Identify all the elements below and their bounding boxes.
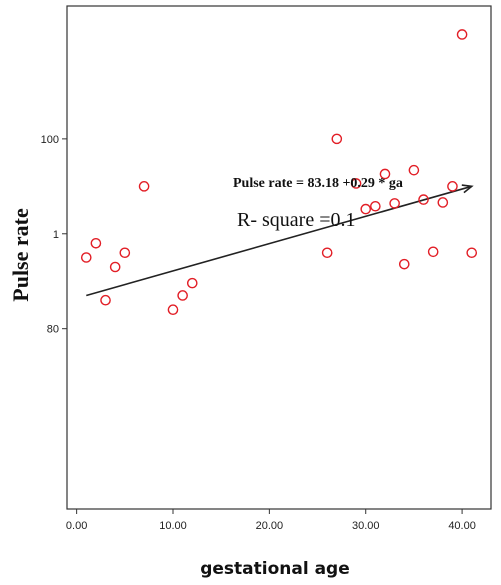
y-tick-label: 80 (47, 324, 59, 336)
data-point (321, 247, 333, 259)
x-tick-label: 20.00 (256, 520, 284, 532)
y-axis-ticks: 80 1 100 (41, 134, 67, 336)
data-point (389, 198, 400, 209)
data-point (350, 178, 362, 189)
data-point (418, 194, 429, 205)
x-axis-ticks: 0.00 10.00 20.00 30.00 40.00 (66, 509, 476, 532)
x-tick-label: 30.00 (352, 520, 380, 532)
data-point (408, 164, 420, 176)
data-point (360, 203, 372, 215)
regression-line (86, 185, 472, 297)
data-point (109, 261, 121, 273)
data-point (119, 247, 131, 259)
x-tick-label: 40.00 (448, 520, 476, 532)
x-tick-label: 0.00 (66, 520, 87, 532)
y-axis-title: Pulse rate (8, 208, 33, 302)
data-point (370, 200, 381, 212)
data-point (379, 168, 391, 180)
r-squared-annotation: R- square =0.1 (237, 209, 355, 231)
data-point (177, 290, 188, 301)
x-axis-title: gestational age (200, 559, 350, 579)
data-point (398, 258, 410, 270)
data-point (100, 294, 111, 306)
data-point (186, 277, 198, 289)
data-point (427, 246, 439, 258)
regression-arrowhead (461, 184, 474, 194)
data-point (466, 247, 478, 259)
y-tick-label: 1 (53, 229, 59, 241)
data-point (331, 133, 343, 145)
regression-line-group (86, 184, 474, 297)
data-point (447, 181, 458, 192)
y-tick-label: 100 (41, 134, 59, 146)
data-point (456, 29, 468, 40)
equation-annotation: Pulse rate = 83.18 +0.29 * ga (233, 176, 403, 191)
x-tick-label: 10.00 (159, 520, 187, 532)
plot-area (66, 5, 492, 510)
data-point (80, 252, 92, 263)
data-points (80, 29, 478, 315)
data-point (437, 197, 449, 208)
data-point (90, 237, 102, 249)
data-point (167, 304, 179, 315)
data-point (138, 181, 150, 192)
